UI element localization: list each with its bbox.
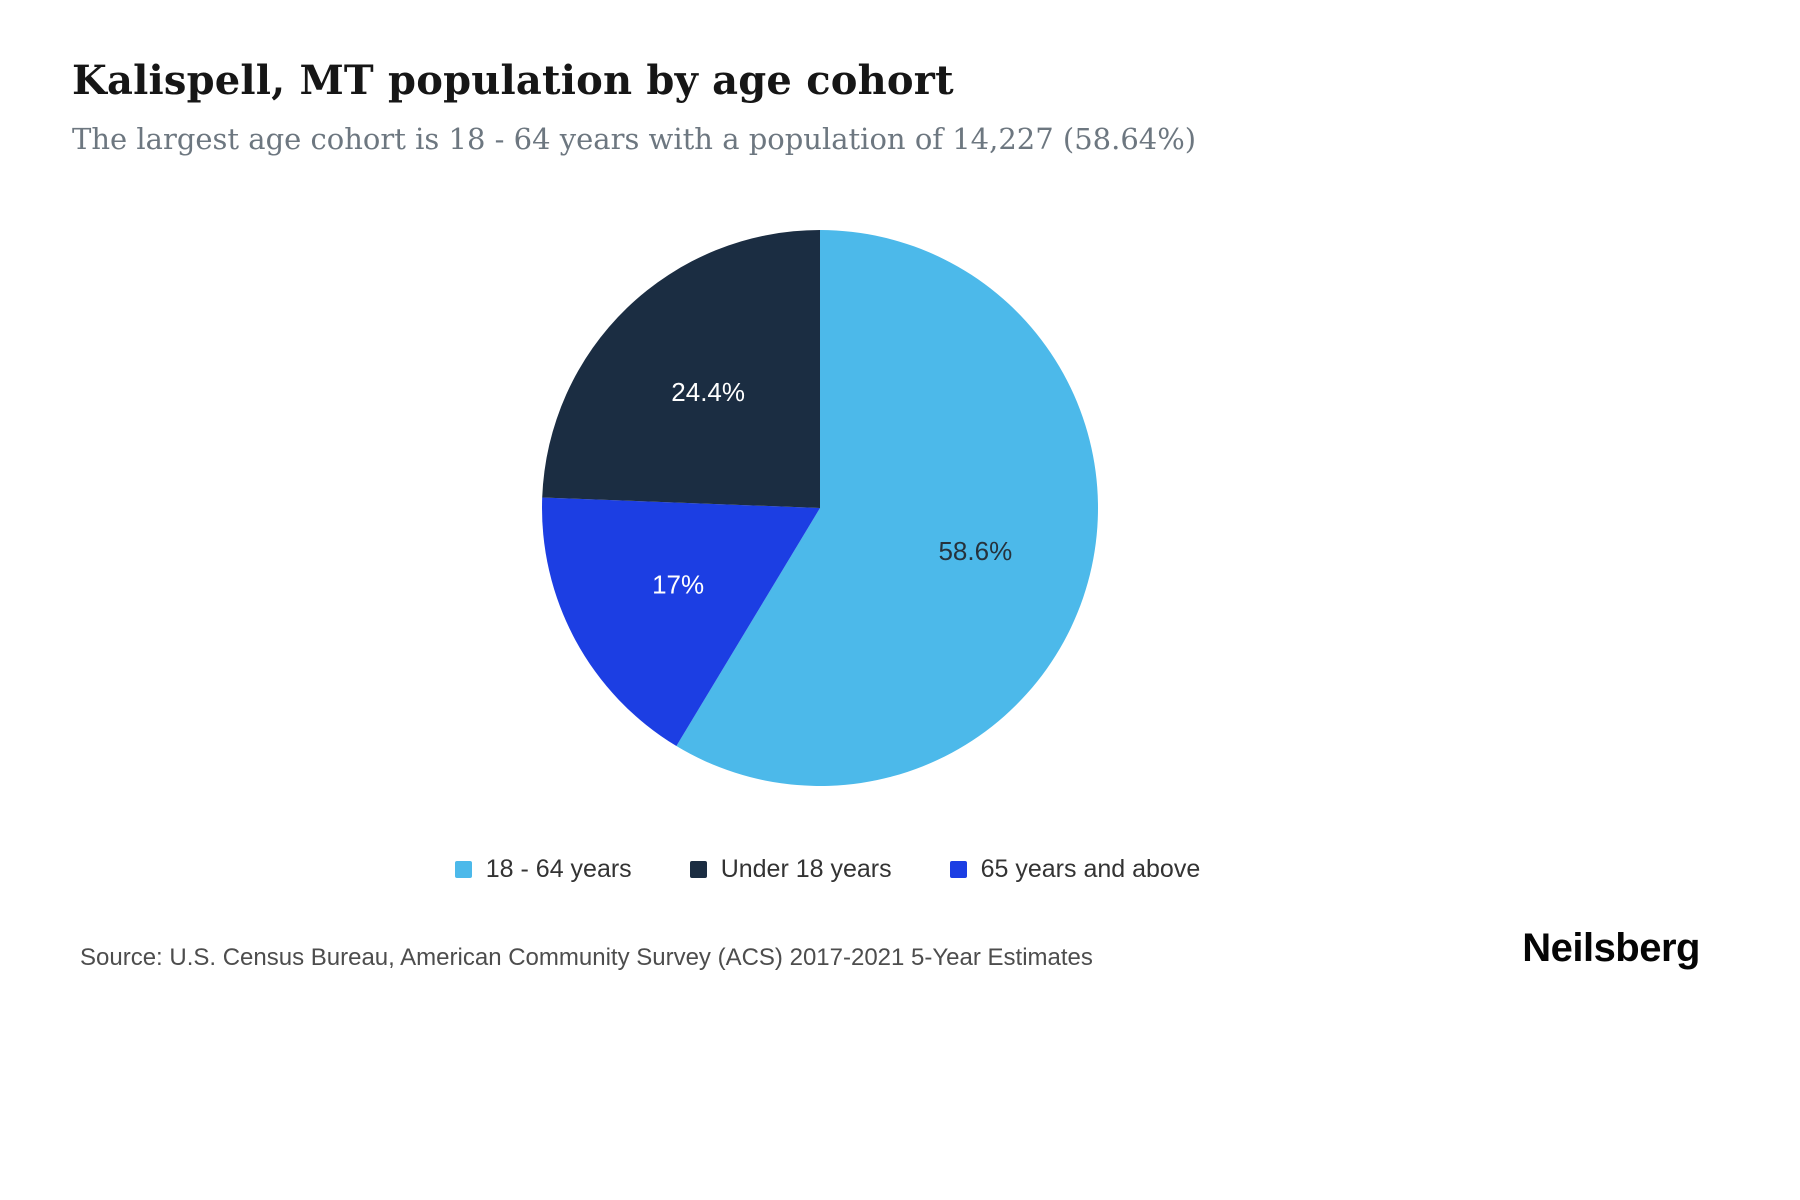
- brand-logo: Neilsberg: [1522, 926, 1700, 970]
- legend-swatch-under-18-years: [689, 861, 707, 878]
- legend-label-65-years-and-above: 65 years and above: [980, 855, 1201, 883]
- legend-item-18-64-years[interactable]: 18 - 64 years: [454, 855, 632, 884]
- pie-chart-svg: 58.6% 17% 24.4%: [542, 230, 1098, 786]
- legend-label-18-64-years: 18 - 64 years: [485, 855, 632, 883]
- legend-item-65-years-and-above[interactable]: 65 years and above: [949, 855, 1201, 884]
- pie-label-under-18-years: 24.4%: [671, 377, 745, 407]
- pie-slice-under-18-years[interactable]: [542, 230, 820, 508]
- pie-label-65-years-and-above: 17%: [652, 570, 704, 600]
- pie-slice-65-years-and-above[interactable]: [542, 497, 820, 747]
- pie-label-18-64-years: 58.6%: [938, 536, 1012, 566]
- legend-swatch-65-years-and-above: [949, 861, 967, 878]
- legend: 18 - 64 years Under 18 years 65 years an…: [0, 855, 1655, 884]
- pie-chart: 58.6% 17% 24.4%: [540, 228, 1100, 788]
- pie-slice-18-64-years[interactable]: [676, 230, 1098, 786]
- page-title: Kalispell, MT population by age cohort: [72, 57, 954, 104]
- legend-item-under-18-years[interactable]: Under 18 years: [689, 855, 892, 884]
- legend-swatch-18-64-years: [454, 861, 472, 878]
- legend-label-under-18-years: Under 18 years: [720, 855, 892, 883]
- chart-subtitle: The largest age cohort is 18 - 64 years …: [72, 122, 1197, 156]
- source-note: Source: U.S. Census Bureau, American Com…: [80, 944, 1093, 971]
